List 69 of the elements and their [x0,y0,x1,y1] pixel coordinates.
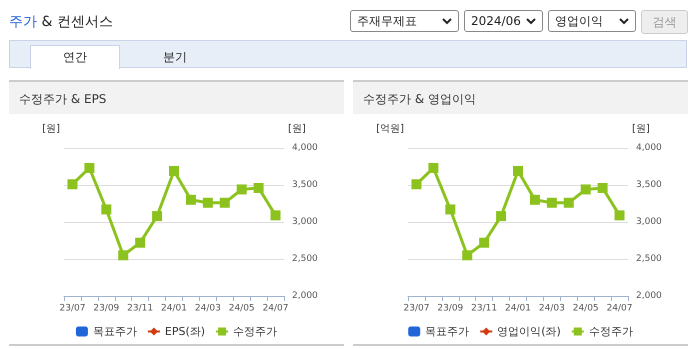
legend-label: 영업이익(좌) [497,325,561,338]
x-tick-label: 23/09 [437,304,464,314]
point [186,194,196,205]
legend-label: 수정주가 [588,325,633,338]
x-tick-label: 24/03 [194,304,221,314]
x-tick-label: 24/05 [228,304,255,314]
point [530,194,540,205]
legend-label: 수정주가 [233,325,278,338]
point [254,182,264,193]
x-tick-label: 23/11 [471,304,498,314]
point [118,250,128,260]
legend-label: 목표주가 [92,325,137,338]
y2-axis-title: [원] [632,124,650,134]
text: 주재무제표 [357,12,417,30]
y2-axis-title: [원] [288,124,306,134]
y2-tick-label: 2,000 [636,291,662,301]
text: 검색 [641,10,688,34]
x-tick-label: 24/03 [538,304,565,314]
point [152,211,162,222]
point [445,204,456,214]
x-tick-label: 24/07 [606,304,633,314]
x-tick-label: 23/11 [127,304,154,314]
point [564,198,574,208]
point [428,162,438,173]
text: 연간 [30,45,120,69]
point [135,238,146,248]
point [479,238,490,248]
legend-label: 목표주가 [425,325,470,338]
point [580,184,591,194]
point [270,210,281,220]
x-tick-label: 23/07 [403,304,430,314]
y2-tick-label: 2,000 [292,291,318,301]
x-tick-label: 24/01 [505,304,531,314]
text: 주가 & 컨센서스 [9,14,113,30]
chart-title: 수정주가 & 영업이익 [353,80,688,114]
text: 2024/06 [471,14,521,28]
y2-tick-label: 4,000 [636,143,662,153]
legend-label: EPS(좌) [164,325,206,338]
chart-title: 수정주가 & EPS [9,80,344,114]
x-tick-label: 23/07 [59,304,86,314]
point [84,162,94,173]
x-tick-label: 24/07 [262,304,289,314]
point [67,179,78,190]
point [462,250,472,260]
x-tick-label: 24/01 [161,304,187,314]
y2-tick-label: 3,500 [636,180,662,190]
point [598,182,608,193]
point [546,198,557,208]
point [411,179,422,190]
point [614,210,625,220]
text: 영업이익 [555,12,603,30]
x-tick-label: 24/05 [572,304,599,314]
y-axis-title: [억원] [376,124,404,134]
text: 분기 [162,48,188,66]
point [169,166,179,176]
point [496,211,506,222]
point [513,166,523,176]
y2-tick-label: 3,000 [636,217,662,227]
y2-tick-label: 3,500 [292,180,318,190]
point [101,204,112,214]
point [220,198,230,208]
x-tick-label: 23/09 [93,304,120,314]
point [202,198,213,208]
y-axis-title: [원] [42,124,60,134]
y2-tick-label: 3,000 [292,217,318,227]
point [236,184,247,194]
y2-tick-label: 2,500 [636,254,662,264]
y2-tick-label: 2,500 [292,254,318,264]
y2-tick-label: 4,000 [292,143,318,153]
